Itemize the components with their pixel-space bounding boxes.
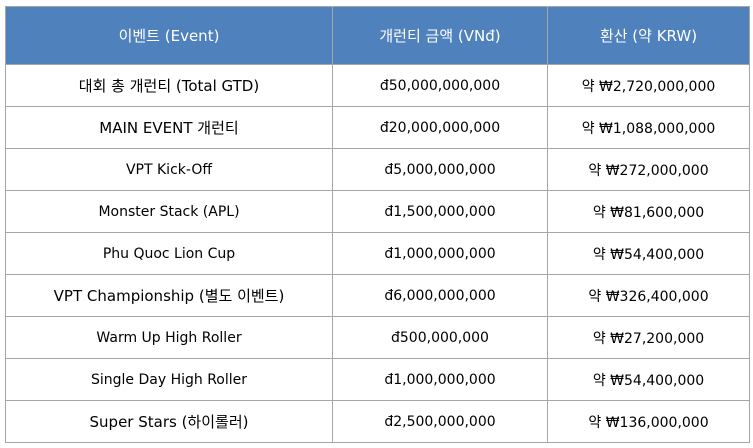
- event-name: 대회 총 개런티 (Total GTD): [5, 64, 333, 107]
- event-name: Single Day High Roller: [5, 358, 333, 401]
- event-name: Super Stars (하이롤러): [5, 400, 333, 443]
- amount-krw: 약 ₩2,720,000,000: [547, 64, 750, 107]
- guarantee-table: 이벤트 (Event) 개런티 금액 (VNđ) 환산 (약 KRW) 대회 총…: [5, 6, 750, 443]
- guarantee-vnd: đ2,500,000,000: [332, 400, 548, 443]
- header-krw: 환산 (약 KRW): [547, 6, 750, 65]
- table-row: VPT Kick-Off đ5,000,000,000 약 ₩272,000,0…: [5, 148, 750, 191]
- amount-krw: 약 ₩54,400,000: [547, 232, 750, 275]
- amount-krw: 약 ₩1,088,000,000: [547, 106, 750, 149]
- guarantee-vnd: đ6,000,000,000: [332, 274, 548, 317]
- event-name: Monster Stack (APL): [5, 190, 333, 233]
- event-name: VPT Kick-Off: [5, 148, 333, 191]
- table-row: Single Day High Roller đ1,000,000,000 약 …: [5, 358, 750, 401]
- event-name: MAIN EVENT 개런티: [5, 106, 333, 149]
- guarantee-vnd: đ1,000,000,000: [332, 232, 548, 275]
- guarantee-vnd: đ500,000,000: [332, 316, 548, 359]
- event-name: Phu Quoc Lion Cup: [5, 232, 333, 275]
- amount-krw: 약 ₩326,400,000: [547, 274, 750, 317]
- amount-krw: 약 ₩272,000,000: [547, 148, 750, 191]
- table-row: 대회 총 개런티 (Total GTD) đ50,000,000,000 약 ₩…: [5, 64, 750, 107]
- table-row: Phu Quoc Lion Cup đ1,000,000,000 약 ₩54,4…: [5, 232, 750, 275]
- guarantee-vnd: đ50,000,000,000: [332, 64, 548, 107]
- table-row: VPT Championship (별도 이벤트) đ6,000,000,000…: [5, 274, 750, 317]
- amount-krw: 약 ₩81,600,000: [547, 190, 750, 233]
- guarantee-vnd: đ20,000,000,000: [332, 106, 548, 149]
- amount-krw: 약 ₩54,400,000: [547, 358, 750, 401]
- table-header-row: 이벤트 (Event) 개런티 금액 (VNđ) 환산 (약 KRW): [5, 6, 750, 65]
- header-guarantee-vnd: 개런티 금액 (VNđ): [332, 6, 548, 65]
- amount-krw: 약 ₩136,000,000: [547, 400, 750, 443]
- table-row: Monster Stack (APL) đ1,500,000,000 약 ₩81…: [5, 190, 750, 233]
- guarantee-vnd: đ1,000,000,000: [332, 358, 548, 401]
- table-row: Super Stars (하이롤러) đ2,500,000,000 약 ₩136…: [5, 400, 750, 443]
- guarantee-vnd: đ5,000,000,000: [332, 148, 548, 191]
- event-name: Warm Up High Roller: [5, 316, 333, 359]
- table-row: MAIN EVENT 개런티 đ20,000,000,000 약 ₩1,088,…: [5, 106, 750, 149]
- header-event: 이벤트 (Event): [5, 6, 333, 65]
- guarantee-vnd: đ1,500,000,000: [332, 190, 548, 233]
- guarantee-table-container: 이벤트 (Event) 개런티 금액 (VNđ) 환산 (약 KRW) 대회 총…: [5, 6, 750, 443]
- table-row: Warm Up High Roller đ500,000,000 약 ₩27,2…: [5, 316, 750, 359]
- event-name: VPT Championship (별도 이벤트): [5, 274, 333, 317]
- amount-krw: 약 ₩27,200,000: [547, 316, 750, 359]
